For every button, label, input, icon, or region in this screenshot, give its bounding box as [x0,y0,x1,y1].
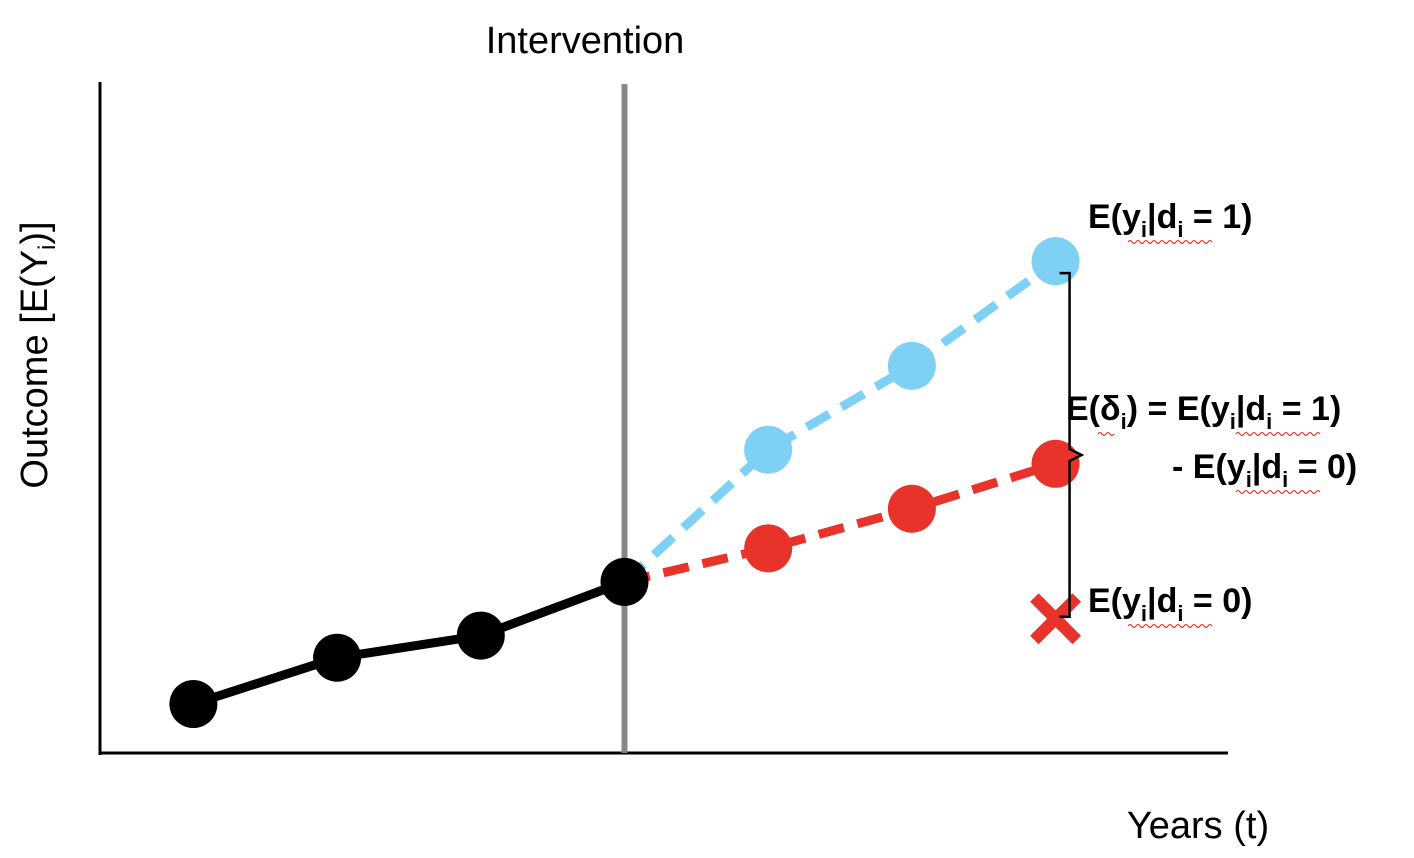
data-point-pre-intervention-4 [600,557,649,606]
annotation-effect2-pre: - E( [1172,448,1227,486]
y-axis-label: Outcome [E(Yi)] [14,221,61,488]
annotation-untreated-d: d [1157,582,1178,620]
annotation-effect2-sub1: i [1246,467,1252,492]
annotation-untreated-pre: E( [1088,582,1123,620]
data-point-untreated-3 [887,484,936,533]
series-line-untreated [623,459,1057,587]
y-axis-label-sub: i [34,245,61,250]
annotation-treated-bar: | [1147,198,1157,236]
annotation-effect-bar: | [1236,390,1246,428]
annotation-effect-sub0: i [1121,409,1127,434]
counterfactual-x-marker [1030,593,1082,645]
spellcheck-squiggles [1097,239,1321,629]
annotation-untreated-post: = 0) [1183,582,1252,620]
chart-title: Intervention [486,20,685,62]
effect-bracket [1059,271,1085,619]
annotation-treated: E(yi|di = 1) [1088,198,1252,242]
annotation-untreated-sub2: i [1177,601,1183,626]
annotation-effect2-sub2: i [1282,467,1288,492]
annotation-treated-post: = 1) [1183,198,1252,236]
svg-text:Outcome [E(Yi)]: Outcome [E(Yi)] [14,221,61,488]
annotation-treated-d: d [1157,198,1178,236]
annotation-treated-sub1: i [1141,217,1147,242]
annotation-effect-pre: E(δ [1066,390,1121,428]
annotation-effect-line1: E(δi) = E(yi|di = 1) [1066,390,1341,434]
annotation-effect-sub2: i [1266,409,1272,434]
annotation-effect2-bar: | [1252,448,1262,486]
annotation-effect2-post: = 0) [1288,448,1357,486]
annotation-treated-pre: E( [1088,198,1123,236]
data-point-treated-4 [1031,237,1080,286]
y-axis-label-main: Outcome [E(Y [14,250,56,489]
annotation-effect-post: = 1) [1272,390,1341,428]
data-point-untreated-4 [1031,439,1080,488]
annotation-effect-mid: ) = E( [1127,390,1212,428]
annotation-effect-d: d [1245,390,1266,428]
data-point-pre-intervention-3 [456,611,505,660]
annotation-effect-line2: - E(yi|di = 0) [1172,448,1357,492]
y-axis-label-close: )] [14,221,56,244]
data-point-pre-intervention-2 [313,633,362,682]
annotation-effect-sub1: i [1230,409,1236,434]
annotation-untreated-sub1: i [1141,601,1147,626]
annotation-untreated: E(yi|di = 0) [1088,582,1252,626]
annotation-effect2-d: d [1261,448,1282,486]
data-point-pre-intervention-1 [169,680,218,729]
data-point-treated-3 [887,341,936,390]
annotation-treated-v: y [1122,198,1141,236]
annotation-treated-sub2: i [1177,217,1183,242]
series-line-treated [621,257,1059,586]
annotation-effect-v: y [1211,390,1230,428]
annotation-untreated-v: y [1122,582,1141,620]
x-axis-label: Years (t) [1127,805,1269,847]
data-point-treated-2 [744,425,793,474]
annotation-effect2-v: y [1227,448,1246,486]
series-line-pre-intervention [192,577,627,709]
annotation-untreated-bar: | [1147,582,1157,620]
data-point-untreated-2 [744,524,793,573]
